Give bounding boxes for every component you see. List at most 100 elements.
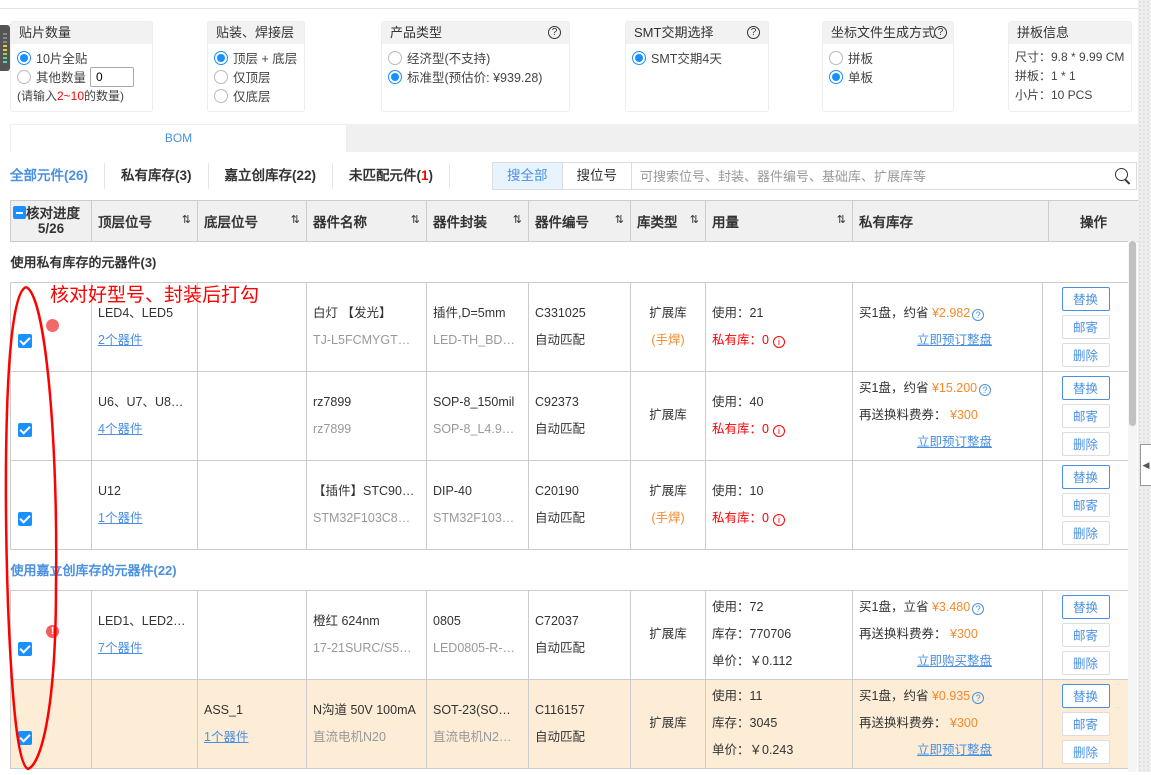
header-bottom[interactable]: 底层位号 ⇅ [197,200,307,242]
header-lib[interactable]: 库类型 ⇅ [630,200,706,242]
radio-single[interactable]: 单板 [829,67,947,86]
radio-icon[interactable] [829,69,843,84]
sort-icon[interactable]: ⇅ [410,214,420,226]
side-slider-widget[interactable] [0,25,10,71]
delete-button[interactable]: 删除 [1061,431,1110,456]
quantity-input[interactable] [90,66,135,87]
radio-both[interactable]: 顶层 + 底层 [214,48,298,67]
radio-bottom[interactable]: 仅底层 [214,86,298,105]
order-reel-link[interactable]: 立即预订整盘 [916,435,992,449]
table-row[interactable]: ! LED1、LED2… 7个器件 橙红 624nm 17-21SURC/S5… 0… [10,589,1128,680]
sort-icon[interactable]: ⇅ [614,214,624,226]
header-top[interactable]: 顶层位号 ⇅ [91,200,198,242]
table-row[interactable]: LED4、LED5 2个器件 白灯 【发光】 TJ-L5FCMYGT… 插件,D=5… [10,281,1128,372]
delete-button[interactable]: 删除 [1061,520,1110,545]
radio-icon[interactable] [214,69,228,84]
mail-button[interactable]: 邮寄 [1061,403,1110,428]
tab-bar: BOM [10,124,1138,152]
help-icon[interactable]: ? [972,603,985,615]
search-icon[interactable] [1110,163,1136,189]
row-checkbox[interactable] [18,511,32,526]
radio-top[interactable]: 仅顶层 [214,67,298,86]
filter-private[interactable]: 私有库存(3) [105,163,209,189]
mail-button[interactable]: 邮寄 [1061,622,1110,647]
collapse-arrow-icon[interactable]: ◀ [1140,444,1151,486]
scrollbar-thumb[interactable] [1129,241,1136,426]
table-row[interactable]: ASS_1 1个器件 N沟道 50V 100mA 直流电机N20 SOT-23(SO… [10,678,1128,769]
component-count-link[interactable]: 1个器件 [204,729,249,744]
check-cell[interactable] [10,459,92,550]
component-count-link[interactable]: 4个器件 [98,421,143,436]
radio-other[interactable]: 其他数量 [17,66,146,87]
help-icon[interactable]: ? [934,26,947,39]
filter-unmatched[interactable]: 未匹配元件(1) [333,163,451,189]
filter-jlc[interactable]: 嘉立创库存(22) [209,163,334,189]
search-input[interactable] [632,163,1110,189]
tab-bom[interactable]: BOM [10,124,347,152]
radio-smt-4day[interactable]: SMT交期4天 [632,48,762,67]
search-all-button[interactable]: 搜全部 [493,163,563,189]
radio-icon[interactable] [388,69,402,84]
delete-button[interactable]: 删除 [1061,650,1110,675]
search-designator-button[interactable]: 搜位号 [563,163,632,189]
replace-button[interactable]: 替换 [1061,375,1110,400]
help-icon[interactable]: ? [972,692,985,704]
radio-icon[interactable] [829,50,843,65]
radio-economy[interactable]: 经济型(不支持) [388,48,563,67]
check-cell[interactable] [10,370,92,461]
radio-full[interactable]: 10片全贴 [17,48,146,67]
help-icon[interactable]: ? [979,384,992,396]
order-reel-link[interactable]: 立即预订整盘 [916,332,992,347]
select-all-checkbox[interactable] [13,206,26,219]
row-checkbox[interactable] [18,641,32,656]
info-icon[interactable]: i [772,335,785,348]
order-reel-link[interactable]: 立即购买整盘 [916,654,992,668]
replace-button[interactable]: 替换 [1061,464,1110,489]
component-count-link[interactable]: 7个器件 [98,640,143,655]
help-icon[interactable]: ? [972,308,985,321]
sort-icon[interactable]: ⇅ [512,214,522,226]
row-checkbox[interactable] [18,730,32,745]
check-cell[interactable]: ! [10,589,92,680]
sort-icon[interactable]: ⇅ [290,214,300,226]
radio-panelized[interactable]: 拼板 [829,48,947,67]
help-icon[interactable]: ? [548,26,561,39]
replace-button[interactable]: 替换 [1061,683,1110,708]
table-row[interactable]: U6、U7、U8… 4个器件 rz7899 rz7899 SOP-8_150mil S… [10,370,1128,461]
radio-icon[interactable] [632,50,646,65]
radio-icon[interactable] [17,50,31,65]
order-reel-link[interactable]: 立即预订整盘 [916,743,992,757]
radio-icon[interactable] [214,88,228,103]
delete-button[interactable]: 删除 [1061,342,1110,367]
row-checkbox[interactable] [18,333,32,348]
radio-icon[interactable] [388,50,402,65]
info-icon[interactable]: i [772,424,785,437]
mail-button[interactable]: 邮寄 [1061,492,1110,517]
replace-button[interactable]: 替换 [1061,594,1110,619]
mail-button[interactable]: 邮寄 [1061,314,1110,339]
sort-icon[interactable]: ⇅ [689,214,699,226]
table-row[interactable]: U12 1个器件 【插件】STC90… STM32F103C8… DIP-40 STM… [10,459,1128,550]
header-package[interactable]: 器件封装 ⇅ [426,200,529,242]
info-icon[interactable]: i [772,513,785,526]
delete-button[interactable]: 删除 [1061,739,1110,764]
component-count-link[interactable]: 1个器件 [98,510,143,525]
header-usage[interactable]: 用量 ⇅ [705,200,853,242]
replace-button[interactable]: 替换 [1061,286,1110,311]
radio-standard[interactable]: 标准型(预估价: ¥939.28) [388,67,563,86]
bottom-designator-cell [197,589,307,680]
row-checkbox[interactable] [18,422,32,437]
check-cell[interactable] [10,678,92,769]
table-scrollbar[interactable] [1128,241,1137,772]
sort-icon[interactable]: ⇅ [181,214,191,226]
radio-icon[interactable] [214,50,228,65]
header-code[interactable]: 器件编号 ⇅ [528,200,631,242]
mail-button[interactable]: 邮寄 [1061,711,1110,736]
help-icon[interactable]: ? [747,26,760,39]
component-count-link[interactable]: 2个器件 [98,332,143,347]
header-name[interactable]: 器件名称 ⇅ [306,200,427,242]
header-check[interactable]: 核对进度 5/26 [10,200,92,242]
sort-icon[interactable]: ⇅ [836,214,846,226]
radio-icon[interactable] [17,69,31,84]
filter-all[interactable]: 全部元件(26) [10,163,106,189]
